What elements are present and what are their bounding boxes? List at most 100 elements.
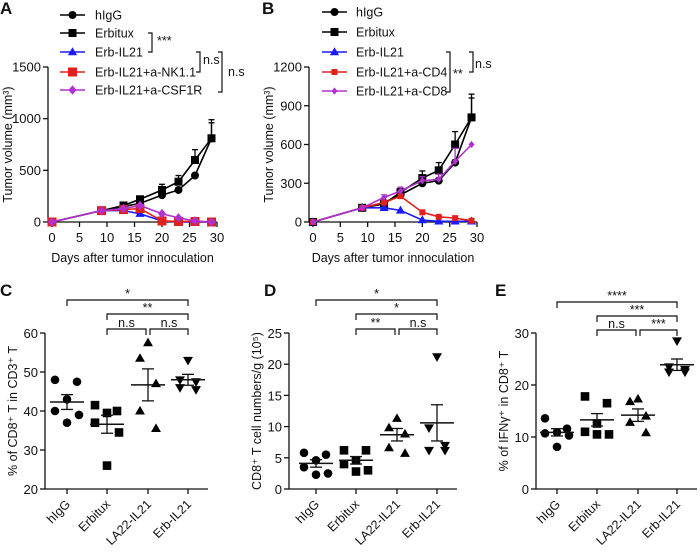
legend-label: Erb-IL21+a-NK1.1	[95, 66, 196, 80]
chart-d	[284, 299, 457, 494]
data-point	[419, 177, 426, 185]
significance-label: n.s	[608, 317, 625, 331]
legend-marker	[68, 29, 77, 37]
y-tick-label: 25	[268, 326, 282, 341]
data-point	[102, 408, 112, 418]
series-line	[312, 143, 473, 223]
data-point	[417, 215, 427, 224]
y-tick-label: 20	[515, 378, 529, 393]
series-erbitux	[309, 93, 476, 226]
group-erb-il21	[660, 337, 694, 378]
group-la22-il21	[131, 337, 165, 432]
data-point	[310, 218, 316, 226]
legend-marker	[68, 67, 77, 77]
significance-bracket	[398, 328, 438, 335]
legend-label: Erb-IL21+a-CD8	[356, 85, 447, 99]
data-point	[592, 430, 602, 439]
y-tick-label: 1200	[273, 60, 302, 75]
data-point	[158, 208, 166, 219]
significance-bracket	[556, 301, 678, 308]
data-point	[604, 430, 614, 439]
y-tick-label: 300	[280, 176, 302, 191]
data-point	[392, 413, 402, 422]
data-point	[191, 171, 199, 180]
data-point	[384, 422, 394, 432]
series-higg	[48, 122, 216, 226]
group-higg	[50, 375, 84, 428]
data-point	[175, 384, 185, 393]
data-point	[359, 204, 366, 212]
y-tick-label: 0	[275, 482, 282, 497]
x-tick-label: LA22-IL21	[103, 497, 154, 548]
data-point	[90, 418, 100, 427]
data-point	[440, 441, 450, 451]
data-point	[363, 465, 373, 475]
data-point	[311, 470, 321, 479]
panel-letter-d: D	[264, 281, 276, 300]
data-point	[112, 406, 122, 416]
significance-bracket	[469, 51, 474, 73]
significance-bracket	[596, 315, 678, 322]
data-point	[158, 185, 166, 194]
x-tick-label: LA22-IL21	[352, 497, 403, 548]
significance-label: n.s	[475, 57, 492, 71]
data-point	[540, 429, 550, 438]
legend-marker	[331, 69, 338, 75]
x-tick-label: 15	[388, 230, 402, 245]
significance-bracket	[315, 299, 438, 306]
legend-marker	[68, 85, 77, 95]
data-point	[299, 448, 309, 458]
significance-bracket	[106, 313, 189, 320]
chart-c	[40, 299, 208, 494]
legend-marker	[331, 87, 338, 95]
data-point	[381, 193, 388, 202]
data-point	[468, 140, 475, 149]
x-tick-label: 25	[442, 230, 456, 245]
data-point	[452, 215, 459, 222]
data-point	[434, 216, 444, 225]
data-point	[633, 393, 643, 403]
data-point	[151, 423, 161, 432]
group-erb-il21	[171, 356, 205, 395]
group-higg	[299, 448, 333, 479]
y-tick-label: 0	[34, 215, 41, 230]
significance-label: ***	[651, 317, 666, 331]
y-tick-label: 60	[24, 326, 38, 341]
group-la22-il21	[621, 393, 655, 437]
legend-label: Erb-IL21	[95, 46, 143, 60]
significance-label: **	[453, 67, 463, 81]
data-point	[114, 428, 124, 437]
x-tick-label: 5	[76, 230, 83, 245]
series-erbitux	[48, 119, 216, 226]
significance-bracket	[355, 328, 396, 335]
data-point	[451, 140, 460, 149]
data-point	[424, 424, 434, 434]
x-tick-label: 20	[155, 230, 169, 245]
data-point	[50, 406, 60, 416]
data-point	[440, 446, 450, 456]
data-point	[48, 217, 56, 227]
data-point	[434, 166, 443, 175]
data-point	[102, 461, 112, 470]
data-point	[562, 424, 572, 433]
data-point	[580, 427, 590, 437]
data-point	[135, 405, 145, 415]
significance-label: ****	[607, 289, 627, 303]
x-tick-label: Erb-IL21	[150, 497, 194, 541]
significance-bracket	[148, 32, 153, 53]
y-tick-label: 15	[268, 388, 282, 403]
data-point	[625, 396, 635, 406]
data-point	[136, 195, 144, 204]
data-point	[321, 450, 331, 459]
significance-label: ***	[630, 303, 645, 317]
group-higg	[540, 413, 574, 452]
x-tick-label: hIgG	[534, 497, 563, 526]
chart-e	[531, 301, 697, 494]
y-tick-label: 30	[515, 326, 529, 341]
data-point	[664, 363, 674, 372]
x-tick-label: Erbitux	[325, 497, 363, 535]
group-erbitux	[339, 446, 373, 476]
group-erbitux	[90, 400, 124, 470]
panel-letter-e: E	[495, 281, 506, 300]
data-point	[62, 418, 72, 428]
